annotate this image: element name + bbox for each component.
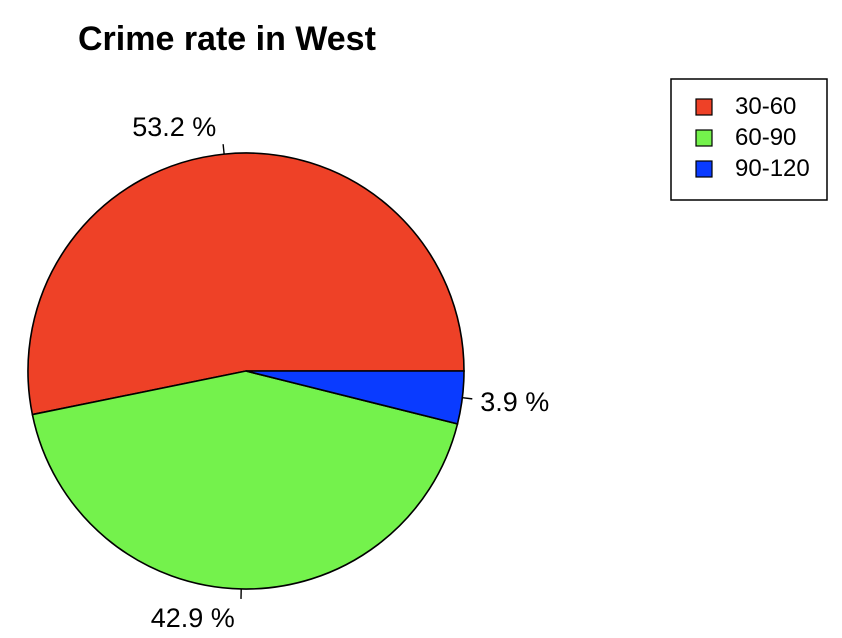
slice-labels: 53.2 % 42.9 % 3.9 % bbox=[132, 112, 549, 633]
pie-slice-90-120 bbox=[245, 370, 465, 425]
legend-label-60-90: 60-90 bbox=[735, 124, 796, 151]
chart-title: Crime rate in West bbox=[78, 20, 376, 58]
legend-swatch-60-90 bbox=[695, 129, 713, 147]
legend-label-90-120: 90-120 bbox=[735, 155, 810, 182]
legend: 30-60 60-90 90-120 bbox=[670, 78, 828, 201]
slice-label-tick bbox=[462, 396, 473, 400]
pie-slice-30-60 bbox=[27, 152, 465, 416]
slice-label-90-120: 3.9 % bbox=[480, 387, 549, 417]
slice-label-60-90: 42.9 % bbox=[151, 603, 235, 633]
legend-label-30-60: 30-60 bbox=[735, 93, 796, 120]
slice-label-30-60: 53.2 % bbox=[132, 112, 216, 142]
legend-swatch-30-60 bbox=[695, 98, 713, 116]
slice-label-tick bbox=[222, 144, 225, 155]
legend-swatch-90-120 bbox=[695, 160, 713, 178]
pie-slices bbox=[27, 152, 465, 590]
